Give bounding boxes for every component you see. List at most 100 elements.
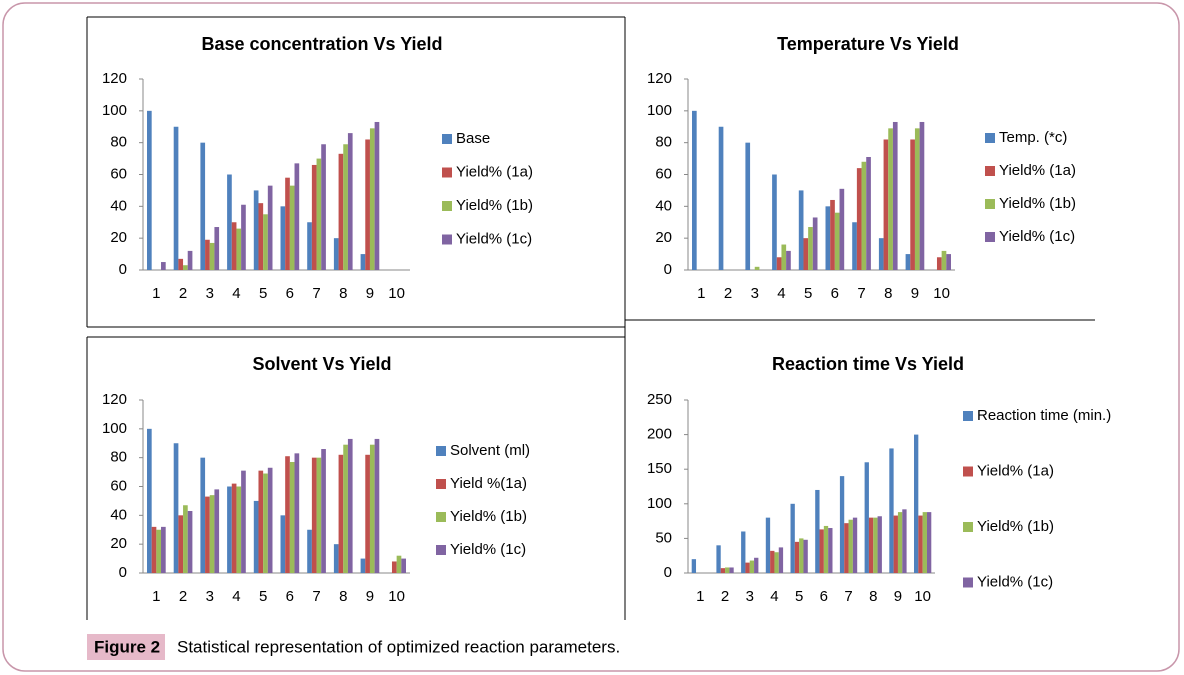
legend-label: Yield% (1b) [450, 508, 527, 525]
bar [834, 212, 840, 270]
bar [316, 158, 322, 270]
x-tick-label: 7 [844, 588, 852, 605]
bar [919, 121, 925, 270]
bar [893, 515, 898, 573]
legend-label: Yield %(1a) [450, 475, 527, 492]
bar [914, 128, 920, 270]
legend-label: Yield% (1b) [456, 197, 533, 214]
legend-swatch [985, 199, 995, 209]
legend-label: Base [456, 130, 490, 147]
x-tick-label: 4 [777, 285, 785, 302]
y-tick-label: 0 [119, 564, 127, 581]
caption-text: Statistical representation of optimized … [177, 637, 620, 656]
legend-swatch [963, 411, 973, 421]
bar [200, 142, 206, 270]
bar [905, 254, 911, 270]
y-tick-label: 40 [110, 506, 127, 523]
bar [754, 557, 759, 573]
x-tick-label: 9 [366, 285, 374, 302]
bar [227, 174, 232, 270]
bar [151, 526, 157, 573]
legend-label: Temp. (*c) [999, 129, 1067, 146]
x-tick-label: 5 [259, 285, 267, 302]
x-tick-label: 7 [857, 285, 865, 302]
bar [365, 454, 370, 573]
bar [830, 199, 835, 270]
chart-title: Base concentration Vs Yield [201, 34, 442, 54]
bar [173, 443, 179, 573]
bar [209, 242, 215, 270]
x-tick-label: 2 [724, 285, 732, 302]
bar [285, 177, 290, 270]
bar [263, 473, 268, 573]
legend-label: Yield% (1a) [999, 162, 1076, 179]
bar [888, 128, 893, 270]
bar [878, 238, 884, 270]
x-tick-label: 10 [914, 588, 931, 605]
bar [936, 257, 942, 270]
bar [892, 121, 898, 270]
x-tick-label: 6 [831, 285, 839, 302]
x-tick-label: 6 [286, 285, 294, 302]
bar [914, 434, 919, 573]
y-tick-label: 60 [110, 477, 127, 494]
bar [241, 470, 246, 573]
legend-swatch [985, 232, 995, 242]
bar [770, 550, 775, 573]
bar [725, 567, 730, 573]
y-tick-label: 0 [119, 261, 127, 278]
bar [280, 206, 286, 270]
x-tick-label: 4 [232, 285, 240, 302]
bar [365, 139, 370, 270]
y-tick-label: 20 [110, 535, 127, 552]
bar [828, 528, 833, 573]
bar [285, 456, 290, 573]
y-tick-label: 40 [655, 197, 672, 214]
bar [187, 250, 193, 270]
bar [369, 128, 375, 270]
legend-label: Reaction time (min.) [977, 407, 1111, 424]
bar [946, 254, 951, 270]
legend-swatch [985, 133, 995, 143]
legend-label: Yield% (1c) [456, 230, 532, 247]
bar [918, 515, 923, 573]
y-tick-label: 80 [110, 134, 127, 151]
legend-label: Yield% (1c) [450, 541, 526, 558]
bar [280, 515, 286, 573]
x-tick-label: 5 [795, 588, 803, 605]
bar [267, 467, 273, 573]
x-tick-label: 4 [232, 588, 240, 605]
x-tick-label: 4 [770, 588, 778, 605]
y-tick-label: 120 [102, 391, 127, 408]
bar [823, 525, 829, 573]
y-tick-label: 0 [664, 564, 672, 581]
bar [741, 531, 746, 573]
bar [311, 164, 317, 270]
bar [307, 529, 312, 573]
x-tick-label: 10 [388, 285, 405, 302]
legend-label: Yield% (1a) [456, 163, 533, 180]
bar [745, 142, 751, 270]
bar [178, 258, 184, 270]
y-tick-label: 50 [655, 529, 672, 546]
y-tick-label: 250 [647, 391, 672, 408]
bar [396, 555, 402, 573]
bar [852, 517, 858, 573]
bar [866, 156, 871, 270]
bar [848, 519, 853, 573]
bar [347, 133, 353, 270]
bar [147, 110, 152, 270]
legend-swatch [436, 446, 446, 456]
bar [691, 559, 697, 573]
bar [781, 244, 787, 270]
legend-swatch [963, 522, 973, 532]
x-tick-label: 8 [339, 285, 347, 302]
bar [812, 217, 818, 270]
bar [765, 517, 771, 573]
bar [803, 539, 808, 573]
x-tick-label: 3 [206, 285, 214, 302]
caption-label-box [87, 634, 165, 660]
bar [798, 190, 804, 270]
bar [391, 561, 397, 573]
